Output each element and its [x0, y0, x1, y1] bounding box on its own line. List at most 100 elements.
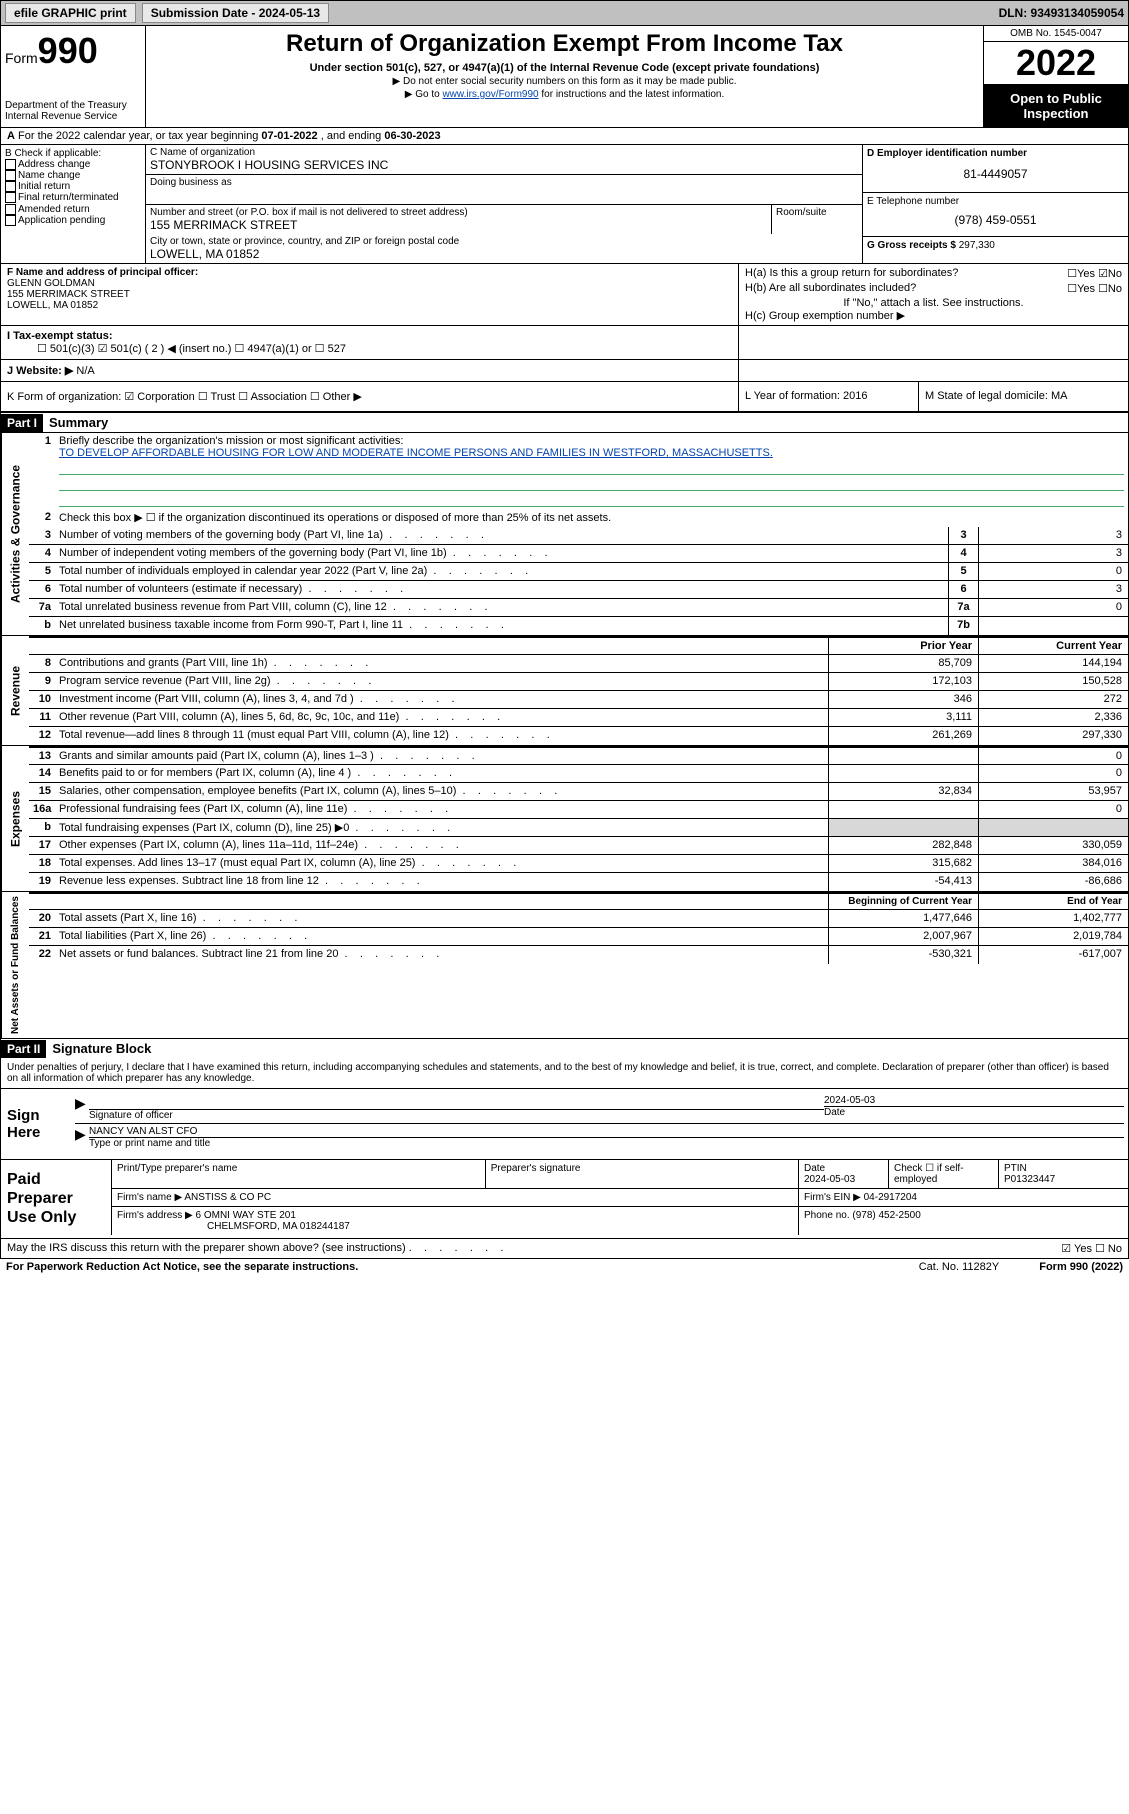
officer-typed-name: NANCY VAN ALST CFO — [89, 1126, 1124, 1137]
street-cell: Number and street (or P.O. box if mail i… — [146, 205, 772, 234]
firm-row: Firm's name ▶ ANSTISS & CO PC Firm's EIN… — [111, 1189, 1128, 1207]
row-i: I Tax-exempt status: ☐ 501(c)(3) ☑ 501(c… — [0, 326, 1129, 360]
city-cell: City or town, state or province, country… — [146, 234, 862, 263]
ha-q: H(a) Is this a group return for subordin… — [745, 267, 958, 280]
row-num: 10 — [29, 691, 55, 708]
row-17: 17Other expenses (Part IX, column (A), l… — [29, 837, 1128, 855]
ag-r1: 1 Briefly describe the organization's mi… — [29, 433, 1128, 509]
addr-row: Firm's address ▶ 6 OMNI WAY STE 201 CHEL… — [111, 1207, 1128, 1235]
officer-name: GLENN GOLDMAN — [7, 278, 732, 289]
officer-street: 155 MERRIMACK STREET — [7, 289, 732, 300]
row-21: 21Total liabilities (Part X, line 26) 2,… — [29, 928, 1128, 946]
row-prior: -530,321 — [828, 946, 978, 964]
row-18: 18Total expenses. Add lines 13–17 (must … — [29, 855, 1128, 873]
na-hdr-blank — [29, 894, 55, 909]
sig-date-cell: 2024-05-03 Date — [824, 1095, 1124, 1121]
row-desc: Benefits paid to or for members (Part IX… — [55, 765, 828, 782]
prep-hdr-row: Print/Type preparer's name Preparer's si… — [111, 1160, 1128, 1189]
sign-block: Sign Here ▶ Signature of officer 2024-05… — [0, 1089, 1129, 1160]
org-name: STONYBROOK I HOUSING SERVICES INC — [150, 158, 858, 172]
row-curr: 53,957 — [978, 783, 1128, 800]
ag-num: 6 — [29, 581, 55, 598]
curr-year-hdr: Current Year — [978, 638, 1128, 654]
sign-right: ▶ Signature of officer 2024-05-03 Date ▶… — [71, 1089, 1128, 1159]
col-c-org: C Name of organization STONYBROOK I HOUS… — [146, 145, 863, 263]
sign-here-label: Sign Here — [1, 1089, 71, 1159]
chk-final[interactable]: Final return/terminated — [5, 192, 141, 203]
efile-button[interactable]: efile GRAPHIC print — [5, 3, 136, 23]
website-val: N/A — [73, 365, 94, 377]
chk-name[interactable]: Name change — [5, 170, 141, 181]
row-desc: Total liabilities (Part X, line 26) — [55, 928, 828, 945]
row-prior: -54,413 — [828, 873, 978, 891]
row-curr — [978, 819, 1128, 836]
row-desc: Total expenses. Add lines 13–17 (must eq… — [55, 855, 828, 872]
ag-box: 3 — [948, 527, 978, 544]
ag-num: b — [29, 617, 55, 635]
block-fh: F Name and address of principal officer:… — [0, 264, 1129, 326]
ag-val: 3 — [978, 527, 1128, 544]
row-curr: 1,402,777 — [978, 910, 1128, 927]
exp-body: 13Grants and similar amounts paid (Part … — [29, 746, 1128, 891]
dba-lbl: Doing business as — [150, 177, 858, 188]
colB-hdr: B Check if applicable: — [5, 148, 141, 159]
room-cell: Room/suite — [772, 205, 862, 234]
ag-r2-desc: Check this box ▶ ☐ if the organization d… — [55, 509, 1128, 527]
street-lbl: Number and street (or P.O. box if mail i… — [150, 207, 767, 218]
row-prior: 282,848 — [828, 837, 978, 854]
ag-desc: Total number of volunteers (estimate if … — [55, 581, 948, 598]
ag-row-5: 5Total number of individuals employed in… — [29, 563, 1128, 581]
ag-num: 7a — [29, 599, 55, 616]
omb-number: OMB No. 1545-0047 — [984, 26, 1128, 42]
row-a-taxyear: A For the 2022 calendar year, or tax yea… — [0, 128, 1129, 145]
part2-bar: Part II Signature Block — [0, 1039, 1129, 1058]
prior-year-hdr: Prior Year — [828, 638, 978, 654]
mission-link[interactable]: TO DEVELOP AFFORDABLE HOUSING FOR LOW AN… — [59, 447, 773, 459]
ag-row-b: bNet unrelated business taxable income f… — [29, 617, 1128, 635]
irs-discuss-q: May the IRS discuss this return with the… — [7, 1242, 406, 1254]
header-title-block: Return of Organization Exempt From Incom… — [146, 26, 983, 127]
row-9: 9Program service revenue (Part VIII, lin… — [29, 673, 1128, 691]
chk-initial[interactable]: Initial return — [5, 181, 141, 192]
officer-city: LOWELL, MA 01852 — [7, 300, 732, 311]
pra-notice: For Paperwork Reduction Act Notice, see … — [6, 1261, 358, 1273]
chk-amended[interactable]: Amended return — [5, 204, 141, 215]
row-num: 11 — [29, 709, 55, 726]
chk-address-lbl: Address change — [18, 159, 90, 170]
rowI-lbl: I Tax-exempt status: — [7, 330, 113, 342]
ag-box: 6 — [948, 581, 978, 598]
chk-app-pending[interactable]: Application pending — [5, 215, 141, 226]
row-prior: 1,477,646 — [828, 910, 978, 927]
rev-body: Prior Year Current Year 8Contributions a… — [29, 636, 1128, 745]
row-j: J Website: ▶ N/A — [0, 360, 1129, 382]
street-val: 155 MERRIMACK STREET — [150, 218, 767, 232]
goto-pre: ▶ Go to — [405, 89, 443, 100]
row-i-right — [738, 326, 1128, 359]
rowI-opts: ☐ 501(c)(3) ☑ 501(c) ( 2 ) ◀ (insert no.… — [37, 343, 346, 355]
row-desc: Total assets (Part X, line 16) — [55, 910, 828, 927]
paid-l1: Paid — [7, 1170, 105, 1189]
row-curr: 2,019,784 — [978, 928, 1128, 945]
ag-val: 0 — [978, 563, 1128, 580]
form-of-org: K Form of organization: ☑ Corporation ☐ … — [1, 382, 738, 411]
row-11: 11Other revenue (Part VIII, column (A), … — [29, 709, 1128, 727]
chk-address[interactable]: Address change — [5, 159, 141, 170]
officer-name-lbl: Type or print name and title — [89, 1137, 1124, 1149]
na-hdr-desc — [55, 894, 828, 909]
irs-label: Internal Revenue Service — [5, 111, 141, 122]
row-curr: 0 — [978, 748, 1128, 764]
rowA-mid: , and ending — [318, 130, 385, 142]
row-12: 12Total revenue—add lines 8 through 11 (… — [29, 727, 1128, 745]
row-num: 19 — [29, 873, 55, 891]
irs-link[interactable]: www.irs.gov/Form990 — [442, 89, 538, 100]
website-lbl: J Website: ▶ — [7, 365, 73, 377]
ein-lbl: D Employer identification number — [867, 148, 1027, 159]
ag-box: 7b — [948, 617, 978, 635]
ag-val: 3 — [978, 581, 1128, 598]
form-word: Form — [5, 50, 38, 66]
row-14: 14Benefits paid to or for members (Part … — [29, 765, 1128, 783]
paid-right: Print/Type preparer's name Preparer's si… — [111, 1160, 1128, 1238]
row-prior: 346 — [828, 691, 978, 708]
ag-row-6: 6Total number of volunteers (estimate if… — [29, 581, 1128, 599]
year-formation: L Year of formation: 2016 — [738, 382, 918, 411]
